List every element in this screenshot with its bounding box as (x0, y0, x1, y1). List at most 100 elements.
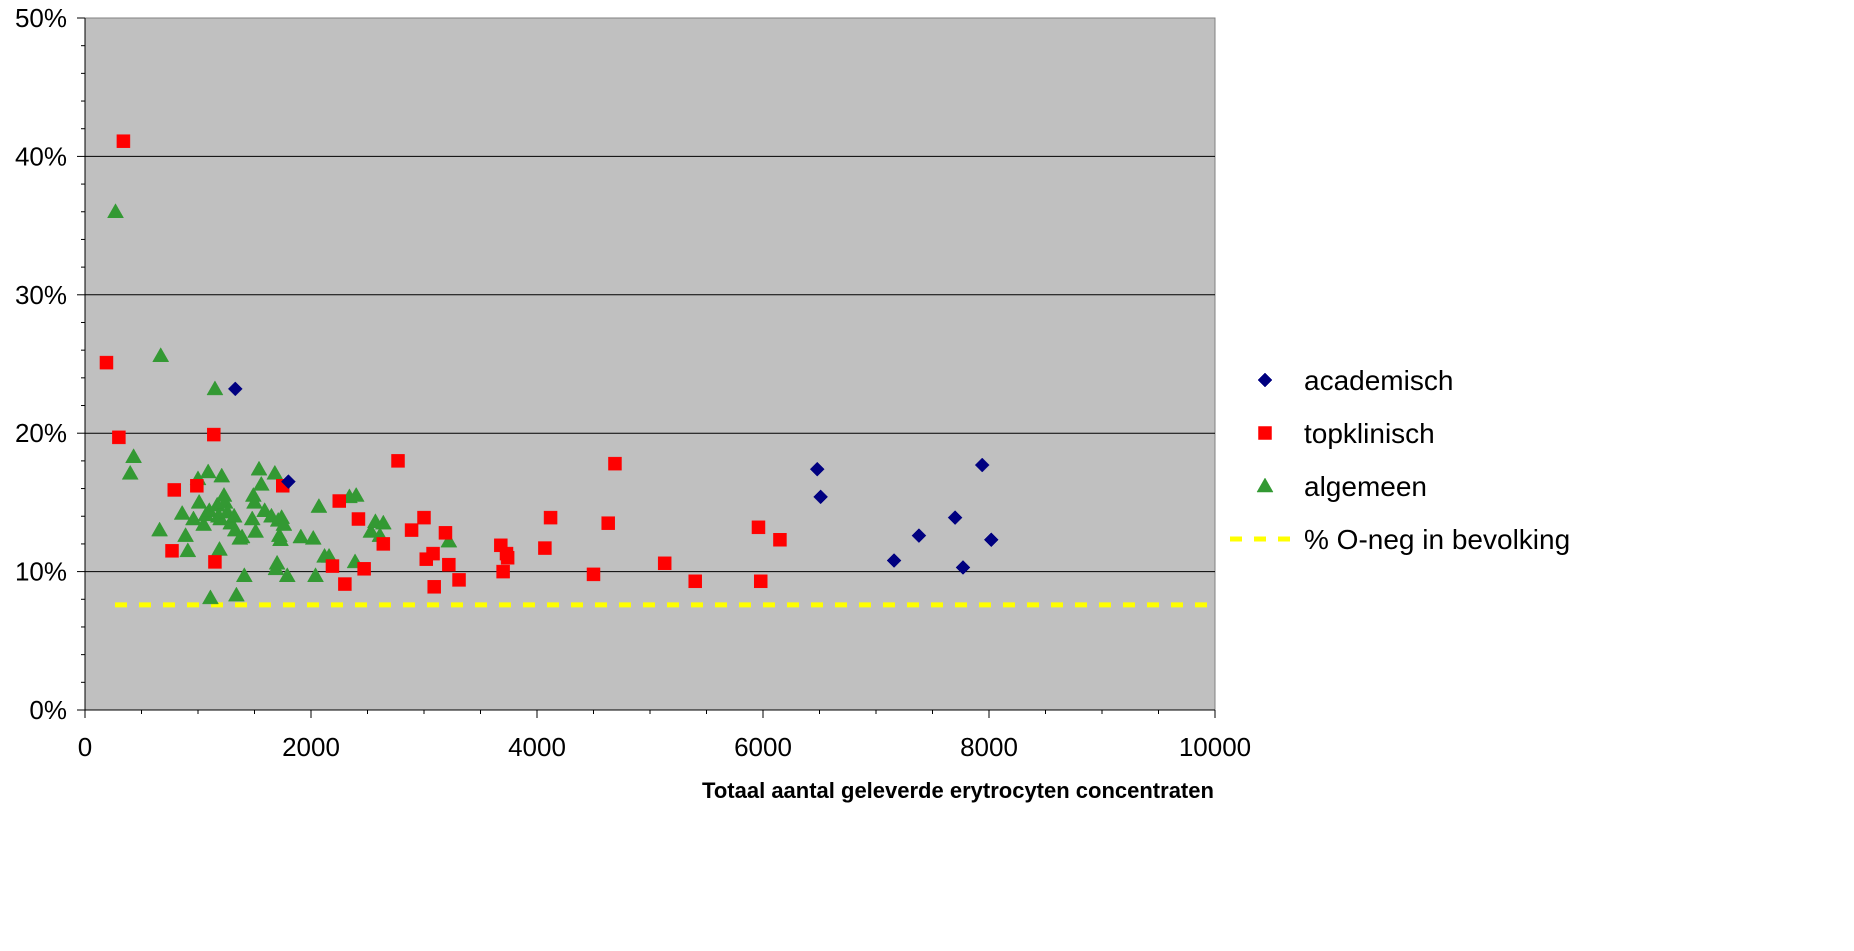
data-point-square (207, 427, 221, 442)
data-point-square (452, 573, 466, 587)
axes: 0% 10% 20% 30% 40% 50% 0 2000 4000 6000 8000 10000 (15, 3, 1251, 762)
data-point-square (586, 567, 601, 582)
data-point-triangle (225, 507, 243, 523)
y-tick-label: 50% (15, 3, 67, 33)
data-point-square (427, 580, 441, 594)
plot-area (84, 17, 1216, 711)
legend-swatch-triangle (1256, 477, 1274, 493)
legend-swatch-square (1258, 426, 1272, 440)
data-point-square (351, 512, 366, 526)
data-point-triangle (252, 475, 270, 491)
data-point-square (601, 516, 615, 530)
series-topklinisch (99, 134, 787, 594)
x-tick-label: 4000 (508, 732, 566, 762)
data-point-diamond (809, 461, 825, 477)
data-point-square (688, 574, 702, 589)
data-point-triangle (440, 532, 458, 548)
data-point-diamond (974, 457, 990, 473)
data-point-triangle (278, 567, 296, 583)
legend-swatch-diamond (1257, 372, 1273, 388)
series-layer (99, 134, 1212, 608)
data-point-square (167, 483, 182, 497)
y-tick-label: 30% (15, 280, 67, 310)
y-tick-label: 20% (15, 418, 67, 448)
data-point-triangle (347, 486, 365, 502)
data-point-diamond (983, 532, 999, 548)
y-tick-label: 40% (15, 141, 67, 171)
data-point-triangle (272, 531, 289, 547)
data-point-triangle (227, 586, 245, 602)
data-point-square (538, 541, 552, 555)
data-point-square (208, 555, 222, 569)
data-point-triangle (266, 464, 284, 480)
data-point-square (773, 533, 787, 547)
series-academisch (227, 381, 999, 575)
data-point-triangle (125, 448, 143, 463)
data-point-triangle (190, 493, 208, 509)
data-point-triangle (173, 504, 191, 520)
data-point-triangle (246, 493, 263, 509)
data-point-triangle (121, 464, 139, 480)
data-point-square (417, 510, 431, 525)
data-point-square (543, 510, 558, 525)
data-point-triangle (195, 516, 213, 531)
data-point-triangle (310, 498, 328, 513)
data-point-square (99, 355, 114, 370)
data-point-triangle (152, 347, 170, 362)
data-point-diamond (281, 474, 296, 489)
data-point-triangle (107, 203, 124, 219)
data-point-triangle (374, 514, 392, 530)
data-point-square (751, 520, 766, 535)
data-point-square (496, 564, 510, 579)
data-point-diamond (886, 553, 902, 568)
data-point-square (190, 479, 204, 493)
legend-label: academisch (1304, 365, 1453, 396)
data-point-square (332, 494, 346, 508)
data-point-triangle (243, 510, 261, 526)
x-tick-label: 2000 (282, 732, 340, 762)
data-point-square (112, 430, 126, 445)
x-tick-label: 6000 (734, 732, 792, 762)
data-point-triangle (362, 522, 380, 538)
data-point-diamond (911, 528, 927, 543)
data-point-square (608, 456, 622, 471)
data-point-square (357, 562, 371, 576)
data-point-triangle (235, 567, 253, 583)
data-point-square (325, 559, 340, 573)
data-point-triangle (247, 522, 265, 538)
data-point-triangle (268, 554, 286, 570)
data-point-square (442, 557, 456, 572)
legend-label: algemeen (1304, 471, 1427, 502)
data-point-square (438, 526, 453, 540)
data-point-triangle (206, 380, 224, 396)
x-tick-label: 8000 (960, 732, 1018, 762)
y-tick-label: 0% (29, 695, 67, 725)
data-point-triangle (151, 521, 169, 537)
data-point-triangle (292, 528, 310, 544)
data-point-triangle (233, 528, 251, 544)
x-tick-label: 10000 (1179, 732, 1251, 762)
data-point-square (426, 546, 440, 561)
data-point-square (391, 454, 405, 468)
data-point-square (657, 556, 672, 571)
data-point-diamond (813, 489, 828, 505)
data-point-diamond (227, 381, 243, 397)
data-point-triangle (275, 516, 293, 531)
x-tick-label: 0 (78, 732, 92, 762)
x-axis-title: Totaal aantal geleverde erytrocyten conc… (702, 778, 1214, 803)
data-point-diamond (955, 560, 971, 575)
series-algemeen (107, 203, 458, 605)
data-point-diamond (947, 510, 963, 525)
data-point-triangle (213, 467, 231, 483)
legend-label: % O-neg in bevolking (1304, 524, 1570, 555)
data-point-triangle (201, 589, 219, 605)
data-point-square (404, 523, 419, 537)
data-point-triangle (185, 510, 202, 526)
data-point-square (338, 577, 352, 591)
data-point-triangle (250, 460, 268, 476)
legend-label: topklinisch (1304, 418, 1435, 449)
data-point-square (500, 551, 515, 565)
data-point-square (753, 574, 768, 589)
data-point-triangle (307, 567, 324, 583)
